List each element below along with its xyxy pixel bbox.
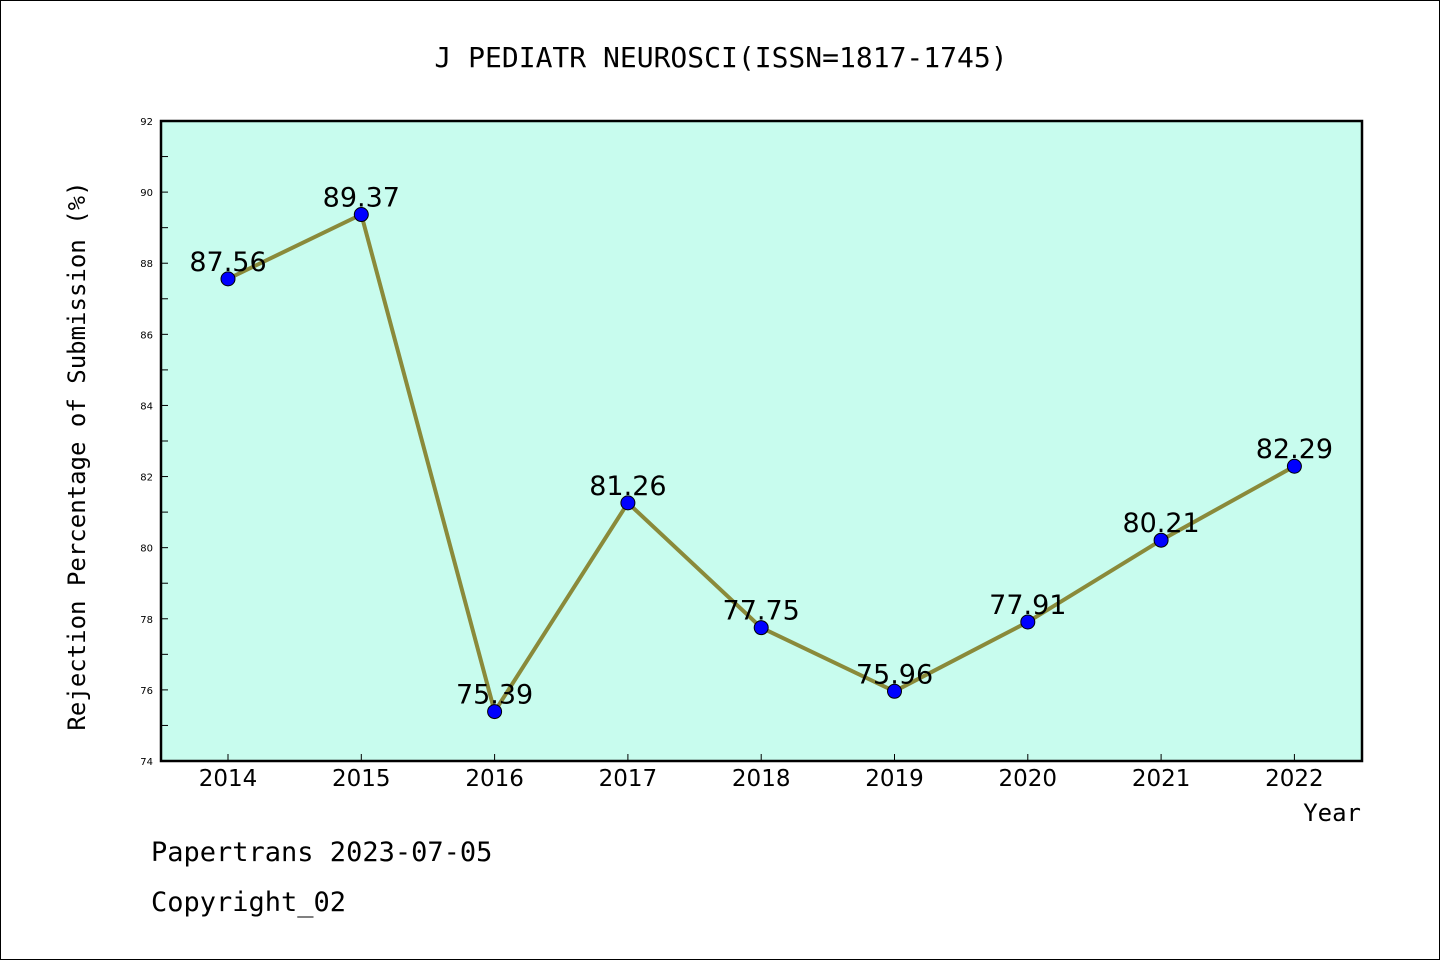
data-point bbox=[220, 271, 236, 287]
data-point bbox=[620, 495, 636, 511]
y-tick-label: 80 bbox=[140, 544, 153, 555]
data-point bbox=[753, 620, 769, 636]
y-tick-label: 86 bbox=[140, 330, 153, 341]
data-point bbox=[487, 704, 503, 720]
data-point bbox=[1286, 458, 1302, 474]
data-labels: 87.56 89.37 75.39 81.26 77.75 75.96 77.91 80.21… bbox=[189, 183, 1333, 711]
y-tick-label: 74 bbox=[140, 757, 153, 768]
y-axis: 74 76 78 80 82 84 86 88 90 92 bbox=[140, 117, 168, 768]
x-tick-label: 2017 bbox=[599, 766, 658, 792]
x-tick-label: 2018 bbox=[732, 766, 791, 792]
footer-source: Papertrans 2023-07-05 bbox=[151, 837, 493, 868]
y-tick-label: 88 bbox=[140, 259, 153, 270]
data-label: 82.29 bbox=[1256, 434, 1333, 465]
data-point bbox=[1153, 532, 1169, 548]
y-tick-label: 76 bbox=[140, 686, 153, 697]
x-tick-label: 2014 bbox=[199, 766, 258, 792]
chart-title: J PEDIATR NEUROSCI(ISSN=1817-1745) bbox=[434, 41, 1007, 74]
footer-copyright: Copyright_02 bbox=[151, 887, 347, 918]
data-point bbox=[887, 683, 902, 699]
data-label: 75.96 bbox=[856, 659, 933, 690]
x-tick-label: 2016 bbox=[465, 766, 524, 792]
y-axis-label: Rejection Percentage of Submission (%) bbox=[63, 181, 91, 730]
data-point bbox=[353, 207, 369, 223]
data-label: 81.26 bbox=[589, 471, 666, 502]
data-label: 75.39 bbox=[456, 680, 533, 711]
data-markers bbox=[220, 207, 1302, 720]
y-tick-label: 78 bbox=[140, 615, 153, 626]
data-label: 80.21 bbox=[1122, 508, 1199, 539]
x-tick-label: 2019 bbox=[865, 766, 924, 792]
y-tick-label: 82 bbox=[140, 473, 153, 484]
x-tick-label: 2020 bbox=[999, 766, 1058, 792]
y-tick-label: 90 bbox=[140, 188, 153, 199]
x-tick-label: 2015 bbox=[332, 766, 391, 792]
y-tick-label: 84 bbox=[140, 401, 153, 412]
data-point bbox=[1020, 614, 1036, 630]
x-tick-label: 2022 bbox=[1265, 766, 1324, 792]
data-label: 87.56 bbox=[189, 247, 266, 278]
plot-area bbox=[159, 119, 1364, 763]
data-label: 77.75 bbox=[723, 596, 800, 627]
data-label: 77.91 bbox=[989, 590, 1066, 621]
y-tick-label: 92 bbox=[140, 117, 153, 128]
data-label: 89.37 bbox=[323, 183, 400, 214]
x-axis: 2014 2015 2016 2017 2018 2019 2020 2021 2022 bbox=[199, 754, 1324, 792]
x-tick-label: 2021 bbox=[1132, 766, 1191, 792]
x-axis-label: Year bbox=[1303, 799, 1361, 827]
